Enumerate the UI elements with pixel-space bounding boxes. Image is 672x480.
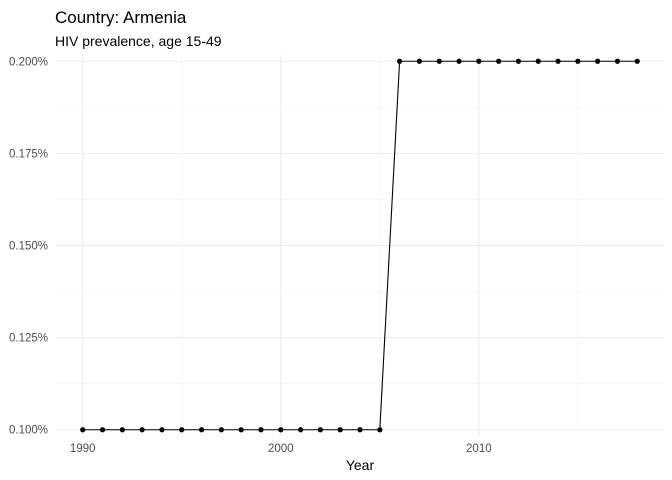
y-tick-label: 0.200% — [9, 56, 48, 68]
data-point — [139, 427, 145, 433]
data-point — [119, 427, 125, 433]
data-point — [377, 427, 383, 433]
major-x-gridlines — [82, 55, 480, 436]
data-point — [476, 58, 482, 64]
data-point — [397, 58, 403, 64]
minor-y-gridlines — [55, 107, 665, 384]
x-tick-label: 2000 — [268, 443, 294, 455]
data-point — [80, 427, 86, 433]
data-point — [436, 58, 442, 64]
data-point — [198, 427, 205, 433]
data-point — [297, 427, 304, 433]
x-axis-title: Year — [346, 457, 375, 473]
y-tick-label: 0.125% — [9, 333, 48, 345]
data-point — [535, 58, 541, 64]
data-point — [357, 427, 363, 433]
data-point — [634, 58, 640, 64]
data-point — [99, 427, 106, 433]
data-point — [317, 427, 323, 433]
data-point — [614, 58, 621, 64]
y-tick-label: 0.100% — [9, 425, 48, 437]
data-point — [555, 58, 561, 64]
data-point — [258, 427, 264, 433]
data-point — [456, 58, 462, 64]
data-point — [278, 427, 284, 433]
chart-title: Country: Armenia — [55, 8, 187, 27]
major-y-gridlines — [55, 60, 665, 431]
y-tick-label: 0.150% — [9, 241, 48, 253]
data-point — [515, 58, 522, 64]
data-point — [595, 58, 601, 64]
x-axis: 1990 2000 2010 — [70, 443, 492, 455]
data-point — [496, 58, 502, 64]
data-point — [337, 427, 343, 433]
plot-area — [55, 55, 665, 436]
series-group — [80, 58, 640, 433]
x-tick-label: 2010 — [466, 443, 492, 455]
chart-subtitle: HIV prevalence, age 15-49 — [55, 33, 222, 49]
data-point — [416, 58, 423, 64]
data-point — [179, 427, 185, 433]
data-point — [238, 427, 244, 433]
x-tick-label: 1990 — [70, 443, 96, 455]
y-axis: 0.100% 0.125% 0.150% 0.175% 0.200% — [9, 56, 48, 436]
data-point — [159, 427, 165, 433]
y-tick-label: 0.175% — [9, 148, 48, 160]
data-point — [575, 58, 581, 64]
data-point — [218, 427, 224, 433]
